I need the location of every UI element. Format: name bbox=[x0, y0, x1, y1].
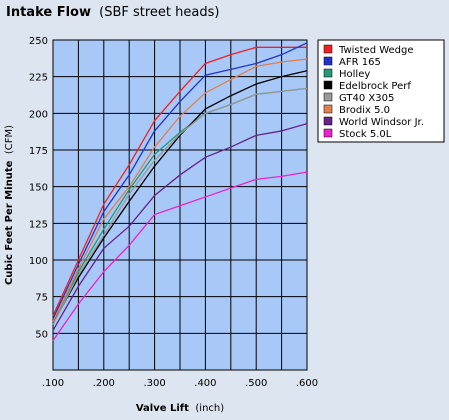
y-axis-label: Cubic Feet Per Minute bbox=[4, 160, 15, 285]
legend-label-gt40-x305: GT40 X305 bbox=[339, 93, 394, 104]
legend-swatch-edelbrock-perf bbox=[323, 80, 333, 90]
chart-title: Intake Flow bbox=[6, 5, 91, 20]
legend-swatch-holley bbox=[323, 68, 333, 78]
y-tick-label: 175 bbox=[29, 146, 48, 157]
y-tick-label: 150 bbox=[29, 183, 48, 194]
x-axis-unit: (inch) bbox=[195, 403, 224, 414]
legend-label-afr-165: AFR 165 bbox=[339, 57, 381, 68]
x-axis-title: Valve Lift (inch) bbox=[136, 403, 224, 414]
x-tick-labels: .100 .200 .300 .400 .500 .600 bbox=[42, 378, 318, 389]
x-axis-label: Valve Lift bbox=[136, 403, 189, 414]
legend-swatch-world-windsor-jr bbox=[323, 116, 333, 126]
y-tick-label: 100 bbox=[29, 256, 48, 267]
y-tick-label: 50 bbox=[35, 329, 48, 340]
y-tick-label: 225 bbox=[29, 73, 48, 84]
legend-label-brodix-5-0: Brodix 5.0 bbox=[339, 105, 390, 116]
x-tick-label: .200 bbox=[93, 378, 115, 389]
series-lines bbox=[52, 42, 308, 342]
x-tick-label: .300 bbox=[143, 378, 165, 389]
legend-swatch-stock-5-0l bbox=[323, 128, 333, 138]
series-line-stock-5-0l bbox=[52, 171, 308, 342]
y-tick-label: 75 bbox=[35, 293, 48, 304]
series-line-world-windsor-jr bbox=[52, 122, 308, 331]
legend-swatch-afr-165 bbox=[323, 56, 333, 66]
legend-box bbox=[317, 39, 445, 143]
series-line-edelbrock-perf bbox=[52, 70, 308, 324]
x-tick-label: .600 bbox=[296, 378, 318, 389]
y-tick-label: 125 bbox=[29, 219, 48, 230]
chart-subtitle: (SBF street heads) bbox=[99, 5, 219, 20]
x-tick-label: .400 bbox=[194, 378, 216, 389]
x-tick-label: .100 bbox=[42, 378, 64, 389]
legend-label-edelbrock-perf: Edelbrock Perf bbox=[339, 81, 411, 92]
legend-label-stock-5-0l: Stock 5.0L bbox=[339, 129, 392, 140]
chart-title-line: Intake Flow (SBF street heads) bbox=[6, 5, 219, 20]
series-line-brodix-5-0 bbox=[52, 58, 308, 322]
y-axis-title: Cubic Feet Per Minute (CFM) bbox=[4, 125, 15, 285]
series-line-afr-165 bbox=[52, 42, 308, 319]
legend-swatch-brodix-5-0 bbox=[323, 104, 333, 114]
x-tick-label: .500 bbox=[245, 378, 267, 389]
series-line-twisted-wedge bbox=[52, 46, 307, 317]
grid bbox=[52, 39, 308, 370]
legend-label-twisted-wedge: Twisted Wedge bbox=[338, 45, 414, 56]
y-axis-unit: (CFM) bbox=[4, 125, 15, 154]
y-tick-labels: 50 75 100 125 150 175 200 225 250 bbox=[29, 36, 48, 340]
legend-swatch-twisted-wedge bbox=[323, 44, 333, 54]
series-line-gt40-x305 bbox=[52, 87, 308, 325]
legend-label-world-windsor-jr: World Windsor Jr. bbox=[339, 117, 424, 128]
legend-label-holley: Holley bbox=[339, 69, 370, 80]
y-tick-label: 200 bbox=[29, 109, 48, 120]
y-tick-label: 250 bbox=[29, 36, 48, 47]
legend-swatch-gt40-x305 bbox=[323, 92, 333, 102]
